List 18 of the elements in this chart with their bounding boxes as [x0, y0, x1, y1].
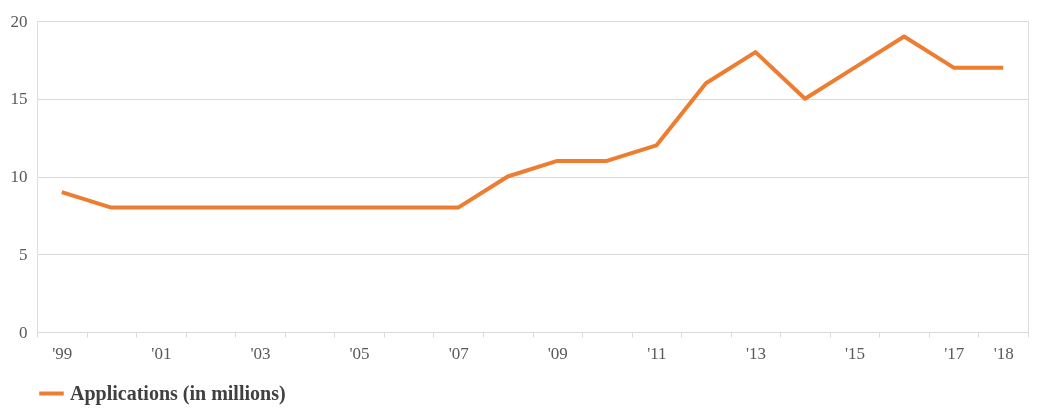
- x-tick-label: '11: [647, 343, 667, 363]
- y-tick-label: 5: [19, 244, 28, 264]
- x-tick-label: '15: [845, 343, 866, 363]
- x-tick-label: '13: [745, 343, 767, 363]
- x-tick-label: '99: [52, 343, 73, 363]
- x-tick-label: '05: [349, 343, 370, 363]
- line-series: [59, 34, 1006, 210]
- x-tick-label: '03: [250, 343, 271, 363]
- x-tick-label: '01: [151, 343, 172, 363]
- x-tick-label: '18: [993, 343, 1014, 363]
- y-tick-label: 15: [10, 89, 28, 109]
- y-tick-label: 10: [10, 167, 28, 186]
- x-tick-label: '17: [944, 343, 965, 363]
- x-tick-label: '07: [448, 343, 470, 363]
- legend-label: Applications (in millions): [70, 381, 286, 405]
- y-tick-label: 0: [19, 322, 28, 342]
- y-tick-label: 20: [10, 11, 28, 31]
- x-tick-label: '09: [547, 343, 568, 363]
